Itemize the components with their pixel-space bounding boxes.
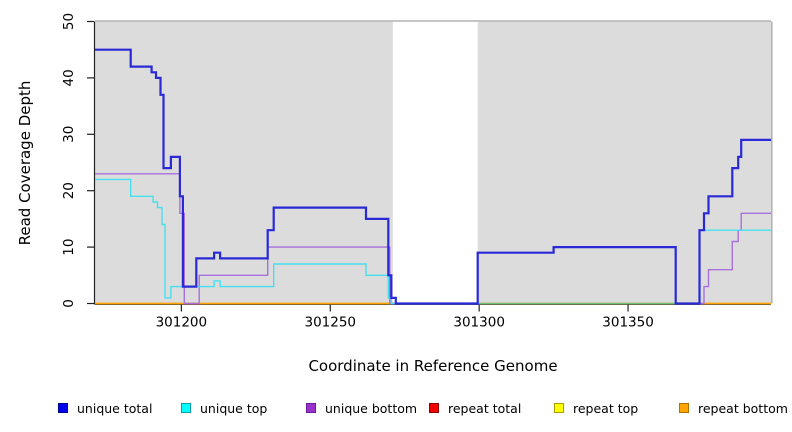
x-axis-title: Coordinate in Reference Genome xyxy=(308,357,557,375)
tick-labels: 301200 301250 301300 301350 0 10 20 30 40 50 xyxy=(61,13,654,331)
legend-label: unique bottom xyxy=(325,400,418,416)
legend-item-repeat-total: repeat total xyxy=(429,397,521,419)
series-line-unique-total xyxy=(95,48,771,305)
plot-canvas: 301200 301250 301300 301350 0 10 20 30 40 50 Read… xyxy=(16,13,773,375)
legend-swatch-icon xyxy=(429,403,439,413)
legend-swatch-icon xyxy=(554,403,564,413)
chart-legend: unique total unique top unique bottom repea… xyxy=(0,397,792,423)
legend-swatch-icon xyxy=(306,403,316,413)
legend-label: unique total xyxy=(77,400,153,416)
y-tick-label: 20 xyxy=(61,182,77,199)
legend-item-unique-bottom: unique bottom xyxy=(306,397,417,419)
legend-swatch-icon xyxy=(679,403,689,413)
x-tick-label: 301300 xyxy=(453,315,505,331)
legend-label: repeat total xyxy=(448,400,522,416)
legend-label: repeat bottom xyxy=(698,400,788,416)
y-tick-label: 50 xyxy=(61,13,77,30)
series-lines xyxy=(95,48,771,305)
legend-item-repeat-top: repeat top xyxy=(554,397,638,419)
x-tick-label: 301350 xyxy=(602,315,654,331)
x-tick-label: 301200 xyxy=(156,315,208,331)
legend-label: repeat top xyxy=(573,400,639,416)
y-tick-label: 10 xyxy=(61,239,77,256)
panel-shading xyxy=(95,20,773,304)
series-line-unique-bottom xyxy=(95,173,771,305)
panel-region xyxy=(477,21,771,304)
x-tick-label: 301250 xyxy=(304,315,356,331)
legend-swatch-icon xyxy=(58,403,68,413)
legend-item-unique-top: unique top xyxy=(181,397,267,419)
y-tick-label: 30 xyxy=(61,126,77,143)
y-tick-label: 40 xyxy=(61,69,77,86)
y-tick-label: 0 xyxy=(61,299,77,308)
legend-label: unique top xyxy=(200,400,268,416)
legend-swatch-icon xyxy=(181,403,191,413)
panel-region xyxy=(95,21,393,304)
legend-item-unique-total: unique total xyxy=(58,397,152,419)
y-axis-title: Read Coverage Depth xyxy=(16,81,34,246)
legend-item-repeat-bottom: repeat bottom xyxy=(679,397,788,419)
